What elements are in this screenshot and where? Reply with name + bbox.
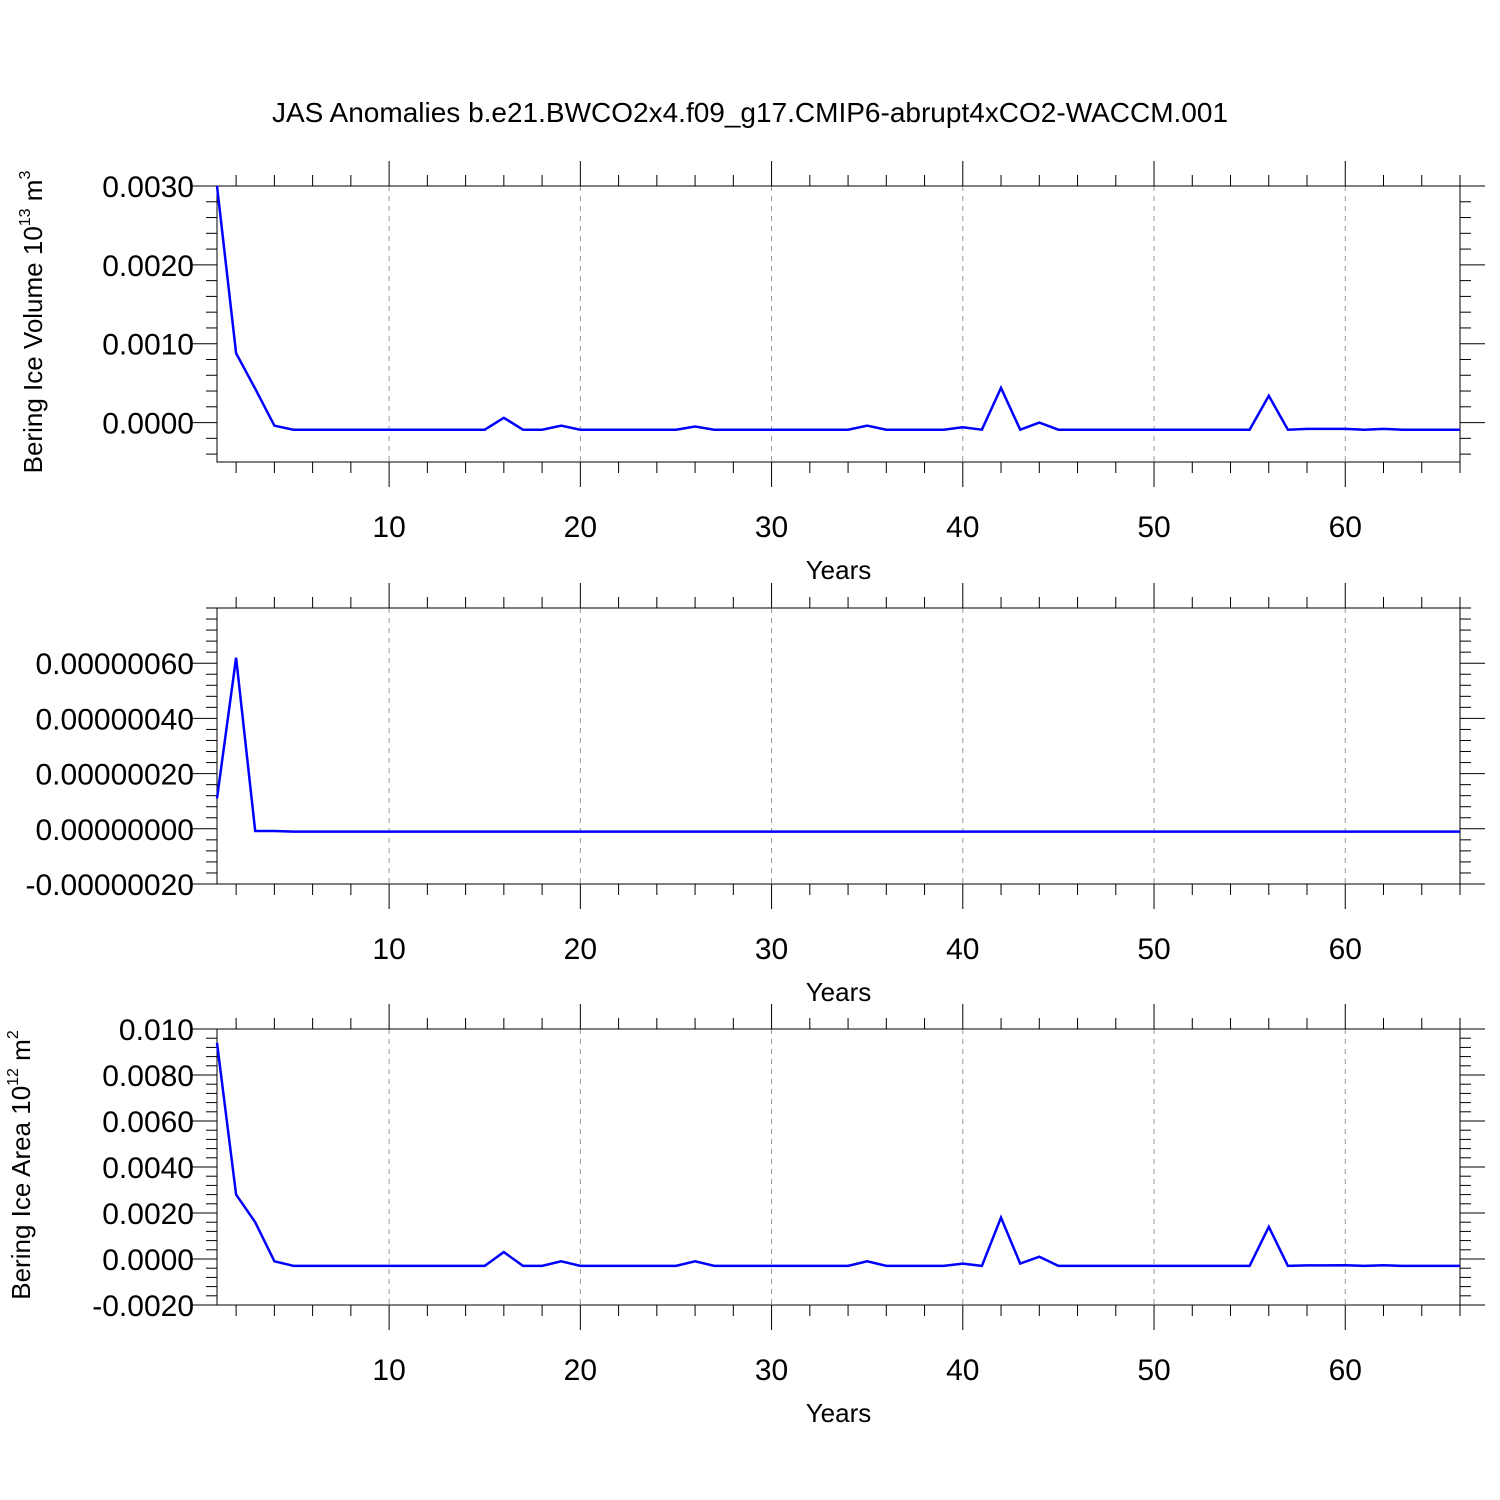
x-tick-label: 10 xyxy=(372,511,405,544)
x-tick-label: 60 xyxy=(1329,511,1362,544)
x-tick-label: 20 xyxy=(564,933,597,966)
y-tick-label: 0.0080 xyxy=(102,1060,194,1093)
y-tick-label: 0.0000 xyxy=(102,408,194,441)
y-tick-label: -0.0020 xyxy=(92,1290,194,1323)
y-tick-label: -0.00000020 xyxy=(26,869,195,902)
x-tick-label: 30 xyxy=(755,1354,788,1387)
plot-frame xyxy=(216,607,1461,885)
x-tick-label: 50 xyxy=(1137,511,1170,544)
x-tick-label: 60 xyxy=(1329,1354,1362,1387)
x-tick-label: 30 xyxy=(755,511,788,544)
x-tick-label: 20 xyxy=(564,1354,597,1387)
y-tick-label: 0.0010 xyxy=(102,329,194,362)
x-tick-label: 60 xyxy=(1329,933,1362,966)
x-tick-label: 10 xyxy=(372,933,405,966)
x-axis-label: Years xyxy=(806,1398,872,1428)
y-tick-label: 0.010 xyxy=(119,1014,194,1047)
x-tick-label: 40 xyxy=(946,933,979,966)
y-tick-label: 0.0040 xyxy=(102,1152,194,1185)
y-tick-label: 0.00000040 xyxy=(36,703,195,736)
series-line-1 xyxy=(215,185,1460,432)
y-tick-label: 0.00000060 xyxy=(36,648,195,681)
y-axis-label: Bering Ice Area 1012 m2 xyxy=(5,1030,36,1300)
y-tick-label: 0.0020 xyxy=(102,250,194,283)
chart-title: JAS Anomalies b.e21.BWCO2x4.f09_g17.CMIP… xyxy=(272,97,1228,128)
y-tick-label: 0.00000020 xyxy=(36,759,195,792)
x-tick-label: 50 xyxy=(1137,1354,1170,1387)
series-line-1 xyxy=(215,657,1460,833)
plot-frame xyxy=(216,185,1461,463)
x-tick-label: 10 xyxy=(372,1354,405,1387)
y-axis-label: Bering Ice Volume 1013 m3 xyxy=(17,171,48,474)
x-axis-label: Years xyxy=(806,555,872,585)
chart-panel-3: -0.0020 0.0000 0.0020 0.0040 0.0060 0.0080 0.0… xyxy=(5,1004,1485,1428)
x-tick-label: 40 xyxy=(946,1354,979,1387)
x-tick-label: 20 xyxy=(564,511,597,544)
y-tick-label: 0.0030 xyxy=(102,171,194,204)
y-tick-label: 0.0060 xyxy=(102,1106,194,1139)
y-tick-label: 0.0020 xyxy=(102,1198,194,1231)
x-axis-label: Years xyxy=(806,977,872,1007)
x-tick-label: 50 xyxy=(1137,933,1170,966)
series-line-1 xyxy=(215,1042,1460,1268)
x-tick-label: 40 xyxy=(946,511,979,544)
y-tick-label: 0.00000000 xyxy=(36,814,195,847)
chart-panel-2: -0.00000020 0.00000000 0.00000020 0.0000004… xyxy=(26,583,1485,1007)
y-tick-label: 0.0000 xyxy=(102,1244,194,1277)
x-tick-label: 30 xyxy=(755,933,788,966)
chart-panel-1: 0.0000 0.0010 0.0020 0.0030 10 20 30 40 50 60 Year… xyxy=(17,161,1485,585)
